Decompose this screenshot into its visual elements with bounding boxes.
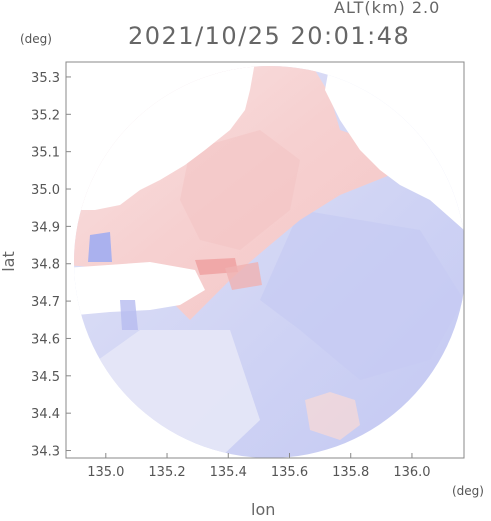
- receding-cluster: [225, 262, 262, 290]
- y-tick-label: 35.0: [31, 183, 60, 198]
- x-tick-label: 136.0: [393, 465, 430, 480]
- approaching-core: [260, 210, 464, 380]
- x-tick-label: 135.8: [332, 465, 369, 480]
- approaching-streak: [120, 300, 138, 330]
- y-tick-label: 34.5: [31, 370, 60, 385]
- x-tick-label: 135.4: [210, 465, 247, 480]
- y-tick-label: 35.1: [31, 146, 60, 161]
- radar-field: [74, 66, 464, 458]
- receding-core: [180, 130, 300, 250]
- x-tick-label: 135.6: [271, 465, 308, 480]
- x-tick-label: 135.0: [87, 465, 124, 480]
- y-tick-label: 35.2: [31, 108, 60, 123]
- strong-approaching-echo: [88, 232, 112, 262]
- bay-no-echo-channel: [74, 262, 205, 316]
- y-axis-unit: (deg): [20, 32, 52, 46]
- y-axis-ticks: 34.3 34.4 34.5 34.6 34.7 34.8 34.9 35.0 35.1 35.2…: [31, 71, 71, 460]
- plot-frame: [65, 61, 465, 459]
- x-axis-ticks: 135.0 135.2 135.4 135.6 135.8 136.0: [87, 453, 431, 480]
- y-tick-label: 34.7: [31, 295, 60, 310]
- x-tick-label: 135.2: [148, 465, 185, 480]
- y-tick-label: 34.8: [31, 258, 60, 273]
- altitude-label: ALT(km) 2.0: [334, 0, 441, 17]
- y-tick-label: 34.9: [31, 220, 60, 235]
- southern-receding-patch: [305, 392, 360, 440]
- y-tick-label: 34.4: [31, 407, 60, 422]
- y-tick-label: 34.6: [31, 332, 60, 347]
- y-tick-label: 35.3: [31, 71, 60, 86]
- x-axis-label: lon: [251, 500, 276, 519]
- x-axis-unit: (deg): [452, 484, 484, 498]
- observation-datetime: 2021/10/25 20:01:48: [128, 22, 411, 50]
- y-tick-label: 34.3: [31, 445, 60, 460]
